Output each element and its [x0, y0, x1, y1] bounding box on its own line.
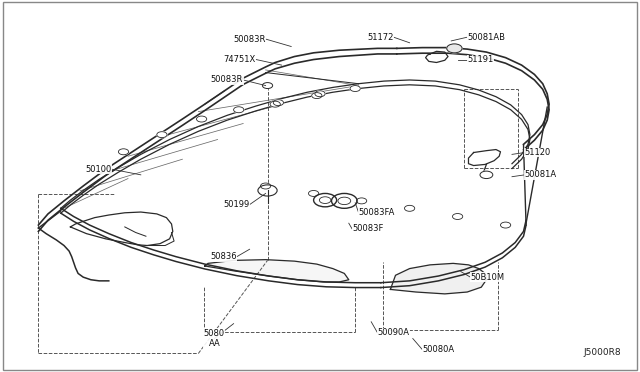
Circle shape	[315, 91, 325, 97]
Text: 51172: 51172	[367, 33, 394, 42]
Text: 50836: 50836	[210, 252, 237, 261]
Circle shape	[270, 101, 280, 107]
Text: 50100: 50100	[86, 165, 112, 174]
Text: 50083F: 50083F	[352, 224, 383, 233]
Text: 51191: 51191	[467, 55, 493, 64]
Circle shape	[480, 171, 493, 179]
Circle shape	[452, 214, 463, 219]
Circle shape	[332, 193, 357, 208]
Text: J5000R8: J5000R8	[583, 348, 621, 357]
Text: 50083FA: 50083FA	[358, 208, 395, 217]
Circle shape	[258, 185, 277, 196]
Circle shape	[308, 190, 319, 196]
Circle shape	[196, 116, 207, 122]
Circle shape	[234, 107, 244, 113]
Text: 51120: 51120	[525, 148, 551, 157]
Circle shape	[273, 100, 284, 106]
Text: 50199: 50199	[223, 200, 250, 209]
Text: 50080A: 50080A	[422, 345, 454, 354]
Circle shape	[350, 86, 360, 92]
Text: 50B10M: 50B10M	[470, 273, 504, 282]
Circle shape	[314, 193, 337, 207]
Circle shape	[157, 132, 167, 138]
Text: 50090A: 50090A	[378, 328, 410, 337]
Text: 50081A: 50081A	[525, 170, 557, 179]
Circle shape	[500, 222, 511, 228]
Text: 50083R: 50083R	[211, 76, 243, 84]
Circle shape	[118, 149, 129, 155]
Text: 74751X: 74751X	[224, 55, 256, 64]
Circle shape	[447, 44, 462, 53]
Circle shape	[262, 83, 273, 89]
Polygon shape	[205, 260, 349, 282]
Text: 5080
AA: 5080 AA	[204, 329, 225, 348]
Text: 50083R: 50083R	[233, 35, 266, 44]
Circle shape	[312, 93, 322, 99]
Polygon shape	[390, 263, 486, 294]
Circle shape	[260, 183, 271, 189]
Text: 50081AB: 50081AB	[467, 33, 505, 42]
Circle shape	[404, 205, 415, 211]
Circle shape	[356, 198, 367, 204]
